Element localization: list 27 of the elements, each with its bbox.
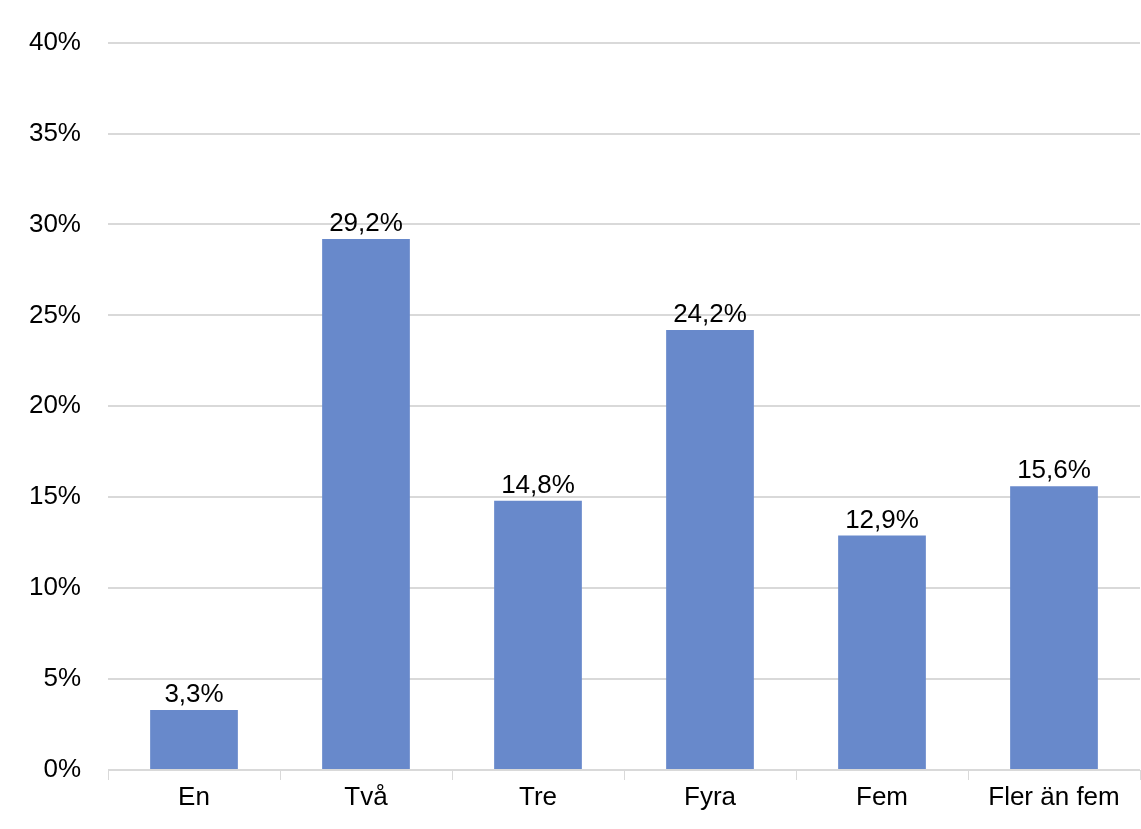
x-tick-label: Fem: [856, 780, 908, 811]
y-tick-label: 5%: [43, 662, 81, 693]
data-label: 12,9%: [845, 503, 919, 534]
data-label: 3,3%: [164, 678, 224, 709]
bar: [1010, 486, 1098, 769]
data-label: 15,6%: [1017, 454, 1091, 485]
y-tick-label: 30%: [28, 207, 81, 238]
data-label: 29,2%: [329, 207, 403, 238]
y-tick-label: 20%: [28, 389, 81, 420]
y-tick-label: 15%: [28, 480, 81, 511]
bar: [838, 535, 926, 769]
bar: [150, 709, 238, 769]
x-tick-label: Fler än fem: [988, 780, 1120, 811]
y-tick-label: 35%: [28, 116, 81, 147]
x-tick-label: Tre: [518, 780, 558, 811]
x-tick-label: En: [178, 780, 210, 811]
bar: [322, 239, 410, 769]
y-tick-label: 10%: [28, 571, 81, 602]
y-tick-label: 0%: [43, 753, 81, 784]
bar: [666, 329, 754, 769]
bar: [494, 500, 582, 769]
x-tick-label: Två: [344, 780, 389, 811]
data-label: 24,2%: [673, 298, 747, 329]
x-tick-label: Fyra: [684, 780, 737, 811]
y-tick-label: 25%: [28, 298, 81, 329]
data-label: 14,8%: [501, 469, 575, 500]
y-tick-label: 40%: [28, 25, 81, 56]
